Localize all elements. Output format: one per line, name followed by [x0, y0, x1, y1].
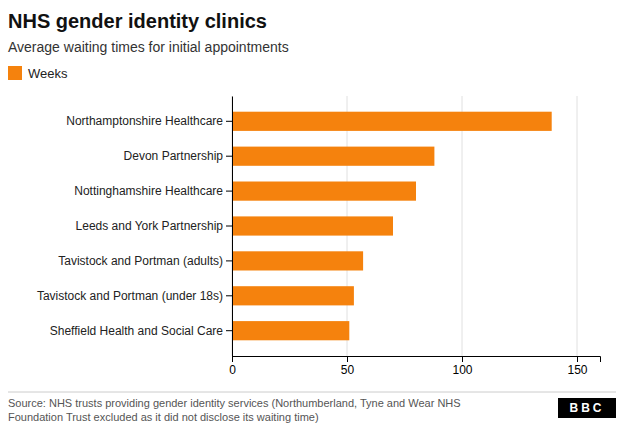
- x-tick: 150: [567, 356, 587, 377]
- bar: [232, 286, 354, 305]
- y-tick: Leeds and York Partnership: [76, 219, 232, 233]
- x-tick-mark: [232, 356, 233, 362]
- logo: BBC: [558, 398, 616, 418]
- bar: [232, 251, 363, 270]
- legend-swatch: [8, 66, 22, 80]
- y-tick-mark: [226, 191, 232, 192]
- x-tick-mark: [462, 356, 463, 362]
- y-axis-line: [232, 97, 233, 357]
- bar: [232, 147, 434, 166]
- x-tick-label: 0: [229, 363, 236, 377]
- x-axis: 0 50 100 150: [229, 356, 600, 377]
- bar: [232, 321, 349, 340]
- x-tick-mark: [577, 356, 578, 362]
- bar: [232, 182, 416, 201]
- bar: [232, 112, 552, 131]
- title: NHS gender identity clinics: [8, 10, 267, 32]
- y-tick-label: Leeds and York Partnership: [76, 219, 224, 233]
- y-tick: Devon Partnership: [124, 149, 232, 163]
- x-tick-label: 50: [341, 363, 355, 377]
- legend: Weeks: [8, 66, 68, 81]
- grid-line: [577, 96, 578, 356]
- y-tick-mark: [226, 260, 232, 261]
- y-tick-label: Tavistock and Portman (under 18s): [37, 289, 223, 303]
- y-tick-mark: [226, 121, 232, 122]
- y-tick-mark: [226, 156, 232, 157]
- legend-label: Weeks: [28, 66, 68, 81]
- x-tick-mark: [347, 356, 348, 362]
- y-tick-mark: [226, 295, 232, 296]
- y-tick: Sheffield Health and Social Care: [50, 324, 232, 338]
- grid: [232, 96, 577, 356]
- y-tick: Northamptonshire Healthcare: [66, 114, 232, 128]
- bars: [232, 112, 552, 341]
- y-tick-label: Tavistock and Portman (adults): [58, 254, 223, 268]
- separator: [8, 392, 616, 393]
- y-tick-label: Sheffield Health and Social Care: [50, 324, 224, 338]
- source: Source: NHS trusts providing gender iden…: [8, 397, 461, 409]
- y-tick-label: Devon Partnership: [124, 149, 224, 163]
- plot: 0 50 100 150 Sheffield Health and Social Car…: [37, 96, 601, 377]
- x-tick-label: 150: [567, 363, 587, 377]
- legend-item: Weeks: [8, 66, 68, 81]
- x-tick: 0: [229, 356, 236, 377]
- y-tick-label: Northamptonshire Healthcare: [66, 114, 223, 128]
- x-tick: 50: [341, 356, 355, 377]
- y-tick-label: Nottinghamshire Healthcare: [74, 184, 223, 198]
- y-tick-mark: [226, 226, 232, 227]
- x-axis-line: [233, 357, 601, 363]
- source: Foundation Trust excluded as it did not …: [8, 411, 319, 423]
- y-tick: Tavistock and Portman (under 18s): [37, 289, 232, 303]
- subtitle: Average waiting times for initial appoin…: [8, 39, 289, 55]
- y-axis: Sheffield Health and Social Care Tavistoc…: [37, 97, 233, 357]
- bar: [232, 216, 393, 235]
- chart: NHS gender identity clinics Average waiti…: [0, 0, 624, 444]
- y-tick-mark: [226, 330, 232, 331]
- x-tick: 100: [452, 356, 472, 377]
- x-tick-label: 100: [452, 363, 472, 377]
- grid-line: [462, 96, 463, 356]
- y-tick: Nottinghamshire Healthcare: [74, 184, 232, 198]
- logo-box: [558, 398, 616, 418]
- logo-text: BBC: [570, 401, 605, 415]
- y-tick: Tavistock and Portman (adults): [58, 254, 232, 268]
